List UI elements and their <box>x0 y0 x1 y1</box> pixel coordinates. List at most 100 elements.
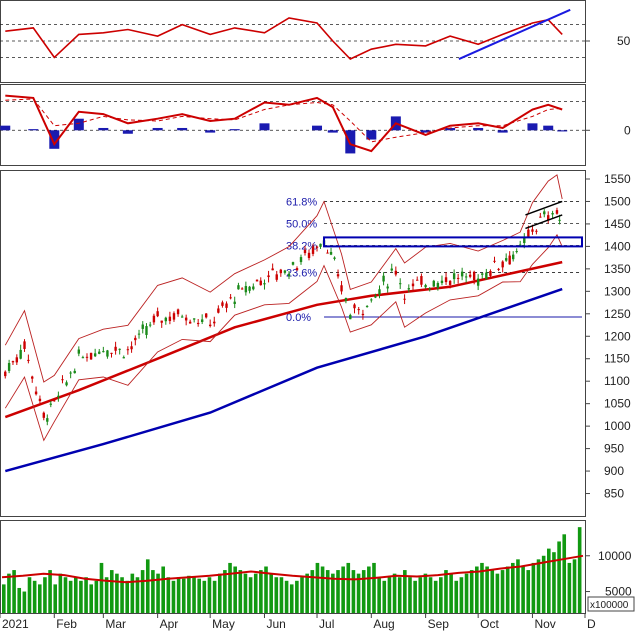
fib-label: 23.6% <box>286 267 317 279</box>
volume-bar <box>22 591 27 613</box>
candle-body <box>283 270 287 273</box>
volume-bar <box>536 559 541 613</box>
candle-body <box>49 403 52 405</box>
candle-body <box>390 268 393 271</box>
candle-body <box>4 371 7 377</box>
volume-bar <box>58 573 63 613</box>
volume-bar <box>444 570 448 613</box>
volume-bar <box>217 573 222 613</box>
candle-body <box>311 246 315 254</box>
candle-body <box>504 258 508 261</box>
volume-bar <box>392 573 397 613</box>
volume-bar <box>295 580 299 613</box>
candle-body <box>357 309 360 311</box>
volume-bar <box>572 559 577 613</box>
candle-body <box>344 298 348 301</box>
candle-body <box>416 279 419 281</box>
candle-body <box>551 212 554 215</box>
candle-body <box>299 257 303 263</box>
volume-bar <box>387 577 392 613</box>
candle-body <box>152 315 156 323</box>
macd-histogram-bar <box>312 125 323 131</box>
volume-bar <box>552 552 556 613</box>
candle-body <box>326 252 329 254</box>
price-tick-label: 1050 <box>604 397 631 411</box>
volume-bar <box>305 573 309 613</box>
fib-label: 61.8% <box>286 196 317 208</box>
volume-bar <box>526 570 531 613</box>
macd-histogram-bar <box>366 130 377 140</box>
volume-bar <box>413 580 417 613</box>
volume-bar <box>351 570 356 613</box>
volume-bar <box>259 570 263 613</box>
candle-body <box>485 272 488 280</box>
candle-body <box>176 309 180 315</box>
volume-bar <box>151 570 155 613</box>
volume-bar <box>79 580 83 613</box>
candle-body <box>333 257 336 259</box>
candle-body <box>34 391 38 395</box>
volume-bar <box>300 577 304 613</box>
volume-bar <box>454 580 459 613</box>
volume-bar <box>145 559 150 613</box>
ma-long-line <box>4 287 563 473</box>
candle-body <box>497 268 500 270</box>
candle-body <box>518 244 522 246</box>
volume-bar <box>223 570 227 613</box>
volume-bar <box>459 577 464 613</box>
volume-panel: 5000 10000 x100000 <box>0 520 635 614</box>
price-tick-label: 1200 <box>604 329 631 343</box>
candle-body <box>420 276 423 285</box>
candle-body <box>539 216 542 218</box>
volume-bar <box>68 580 73 613</box>
candle-body <box>89 352 93 360</box>
candle-body <box>303 249 307 254</box>
candle-body <box>252 286 255 290</box>
candle-body <box>172 313 176 320</box>
volume-bar <box>490 570 495 613</box>
candle-body <box>42 412 45 418</box>
volume-bar <box>233 566 237 613</box>
volume-bar <box>516 559 520 613</box>
volume-bar <box>346 562 351 613</box>
candle-body <box>38 398 42 402</box>
channel-upper <box>525 200 563 216</box>
candle-body <box>233 301 236 305</box>
candle-body <box>46 418 49 422</box>
x-tick-label: Sep <box>428 617 450 631</box>
volume-bar <box>279 577 284 613</box>
fib-label: 38.2% <box>286 240 317 252</box>
x-tick-label: Oct <box>480 617 499 631</box>
volume-bar <box>567 562 572 613</box>
price-tick-label: 1400 <box>604 239 631 253</box>
candle-body <box>255 279 259 282</box>
macd-histogram-bar <box>28 129 39 131</box>
price-panel: 850 900 950 1000 1050 1100 1150 1200 1250 1300 135… <box>0 170 631 517</box>
volume-bar <box>469 570 474 613</box>
price-tick-label: 1450 <box>604 217 631 231</box>
candle-body <box>15 357 19 363</box>
volume-bar <box>228 562 232 613</box>
candle-body <box>160 320 163 323</box>
candle-body <box>436 283 440 288</box>
bollinger-upper <box>4 174 563 383</box>
candle-body <box>382 275 385 282</box>
candle-body <box>69 372 72 374</box>
candle-body <box>535 230 538 232</box>
x-tick-label: Mar <box>105 617 126 631</box>
macd-signal-line <box>5 98 563 143</box>
volume-bar <box>485 566 489 613</box>
volume-bar <box>418 577 423 613</box>
candle-body <box>184 317 188 321</box>
candle-body <box>141 324 144 329</box>
candle-body <box>481 273 484 275</box>
candle-body <box>53 400 56 402</box>
price-tick-label: 1350 <box>604 262 631 276</box>
volume-bar <box>187 575 191 613</box>
candle-body <box>244 286 248 293</box>
candle-body <box>73 370 76 374</box>
volume-bar <box>367 566 371 613</box>
candle-body <box>57 395 60 398</box>
volume-bar <box>495 573 500 613</box>
candle-body <box>114 346 117 351</box>
